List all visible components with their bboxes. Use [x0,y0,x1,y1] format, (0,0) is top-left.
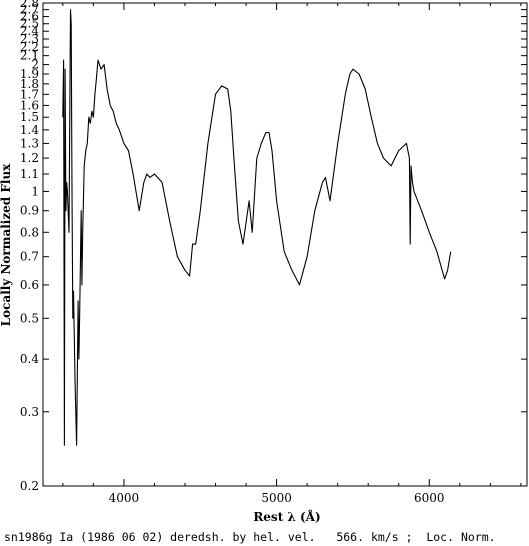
y-tick-label: 2.3 [20,32,39,46]
x-tick-label: 4000 [109,491,140,505]
y-tick-label: 0.4 [20,352,39,366]
y-tick-label: 1.8 [20,77,39,91]
y-tick-label: 1.9 [20,67,39,81]
y-tick-label: 2.2 [20,40,39,54]
y-tick-label: 1.3 [20,136,39,150]
series-layer [62,9,452,446]
x-axis-title: Rest λ (Å) [253,509,320,524]
y-tick-label: 1.1 [20,167,39,181]
y-tick-label: 0.9 [20,204,39,218]
x-axis-ticks: 4000 5000 6000 [62,3,522,505]
y-tick-label: 2.4 [20,24,39,38]
y-tick-label: 1.6 [20,98,39,112]
y-tick-label: 1.4 [20,123,39,137]
y-tick-label: 1 [31,184,39,198]
y-tick-label: 2.6 [20,10,39,24]
y-tick-label: 2.8 [20,0,39,10]
y-tick-label: 0.3 [20,405,39,419]
y-tick-label: 2.5 [20,17,39,31]
y-tick-label: 0.7 [20,250,39,264]
y-tick-label: 1.5 [20,110,39,124]
x-tick-label: 5000 [261,491,292,505]
flux-series-line [62,9,452,446]
x-tick-label: 6000 [414,491,445,505]
y-tick-label: 0.5 [20,311,39,325]
y-axis-title: Locally Normalized Flux [0,163,13,326]
plot-frame [42,2,528,487]
y-tick-label: 2.1 [20,49,39,63]
y-axis-ticks: 0.2 0.3 0.4 0.5 0.6 0.7 0.8 0.9 1 1.1 1.21.31.41.5… [20,0,527,493]
y-tick-label: 1.7 [20,87,39,101]
y-tick-label: 0.6 [20,278,39,292]
y-tick-label: 2.7 [20,3,39,17]
y-tick-label: 0.2 [20,479,39,493]
chart-caption: sn1986g Ia (1986 06 02) deredsh. by hel.… [4,530,496,544]
y-tick-label: 2 [31,58,39,72]
y-tick-label: 1.2 [20,151,39,165]
y-tick-label: 0.8 [20,225,39,239]
